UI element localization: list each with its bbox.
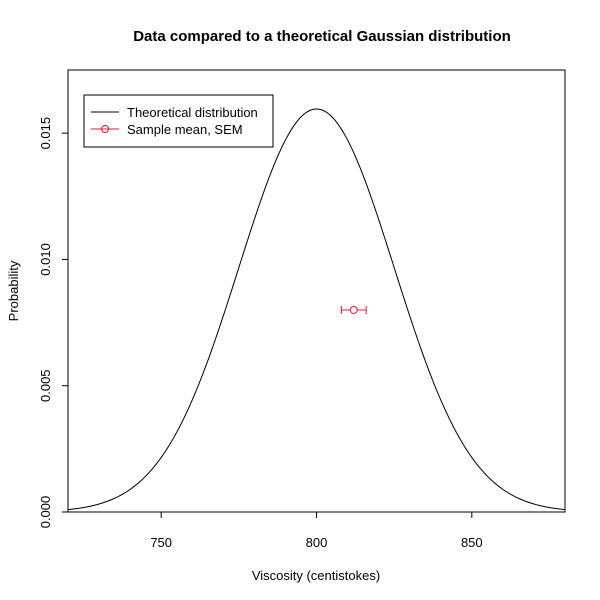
y-tick-label-0: 0.000 (38, 496, 53, 529)
x-tick-label-750: 750 (150, 535, 172, 550)
x-axis: 750 800 850 (150, 512, 483, 550)
theoretical-distribution-line (67, 108, 566, 511)
x-axis-label: Viscosity (centistokes) (252, 568, 380, 583)
chart-title: Data compared to a theoretical Gaussian … (133, 28, 511, 45)
legend-marker-sample (101, 125, 109, 133)
sample-mean-errorbar (340, 305, 367, 314)
legend: Theoretical distribution Sample mean, SE… (83, 94, 274, 148)
y-axis: 0.000 0.005 0.010 0.015 (38, 117, 68, 528)
y-axis-label: Probability (6, 260, 21, 321)
legend-label-theoretical: Theoretical distribution (127, 105, 258, 120)
x-tick-label-850: 850 (461, 535, 483, 550)
y-tick-label-1: 0.005 (38, 369, 53, 402)
legend-label-sample: Sample mean, SEM (127, 122, 243, 137)
y-tick-label-2: 0.010 (38, 243, 53, 276)
x-tick-label-800: 800 (306, 535, 328, 550)
y-tick-label-3: 0.015 (38, 117, 53, 150)
legend-box (83, 94, 274, 148)
sample-mean-point (349, 305, 358, 314)
